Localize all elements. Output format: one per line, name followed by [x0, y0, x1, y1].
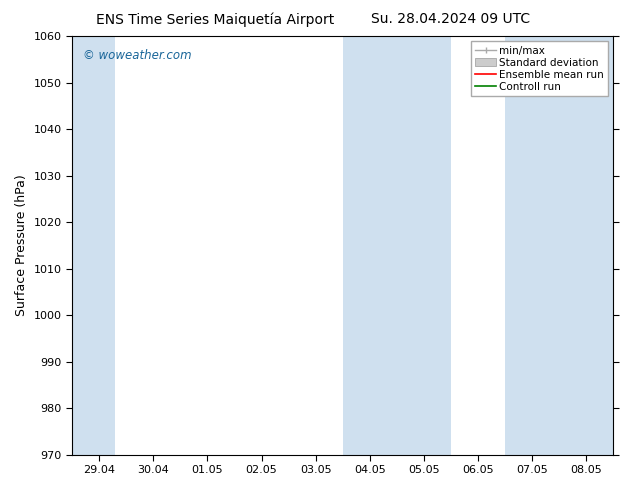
Legend: min/max, Standard deviation, Ensemble mean run, Controll run: min/max, Standard deviation, Ensemble me… — [471, 41, 608, 96]
Bar — [505, 36, 614, 455]
Bar — [343, 36, 451, 455]
Bar — [72, 36, 115, 455]
Y-axis label: Surface Pressure (hPa): Surface Pressure (hPa) — [15, 174, 28, 316]
Text: © woweather.com: © woweather.com — [83, 49, 191, 62]
Text: Su. 28.04.2024 09 UTC: Su. 28.04.2024 09 UTC — [371, 12, 529, 26]
Text: ENS Time Series Maiquetía Airport: ENS Time Series Maiquetía Airport — [96, 12, 335, 27]
